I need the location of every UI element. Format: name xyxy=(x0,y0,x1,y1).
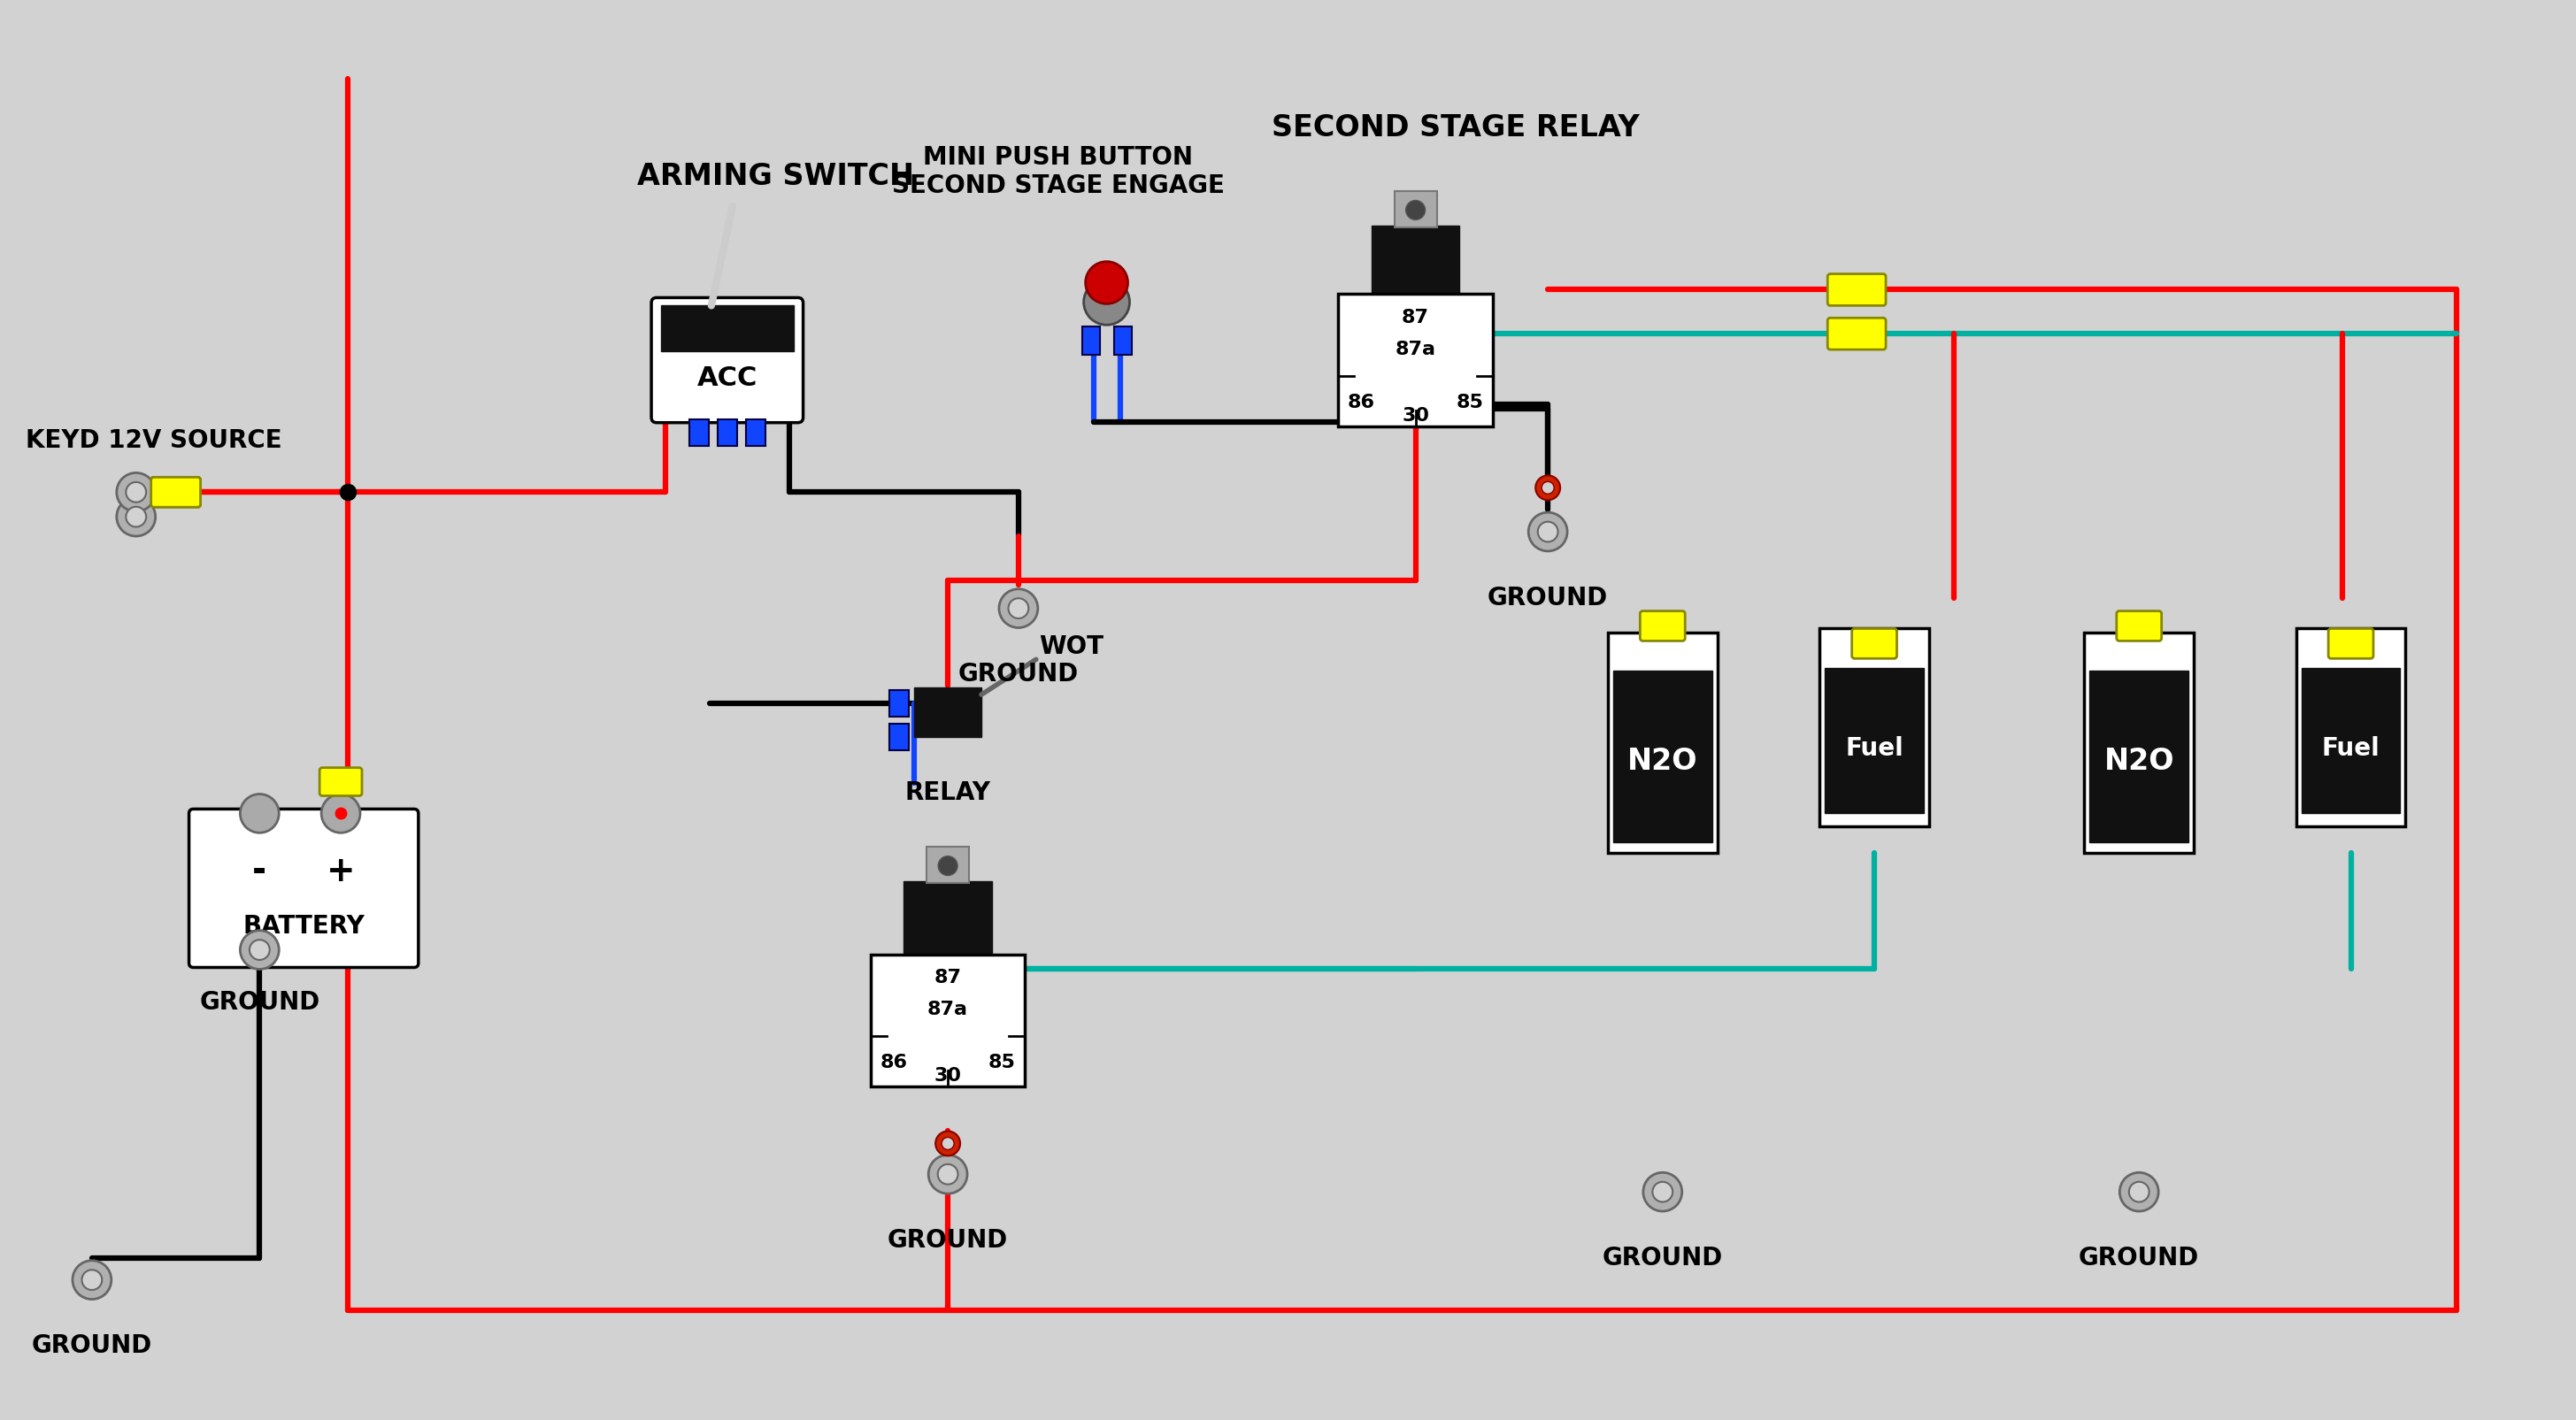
Circle shape xyxy=(1643,1173,1682,1211)
Circle shape xyxy=(1084,263,1128,304)
FancyBboxPatch shape xyxy=(1641,612,1685,642)
Circle shape xyxy=(1528,513,1566,552)
Text: 30: 30 xyxy=(935,1066,961,1083)
Circle shape xyxy=(126,507,147,527)
Bar xyxy=(889,724,909,750)
FancyBboxPatch shape xyxy=(152,477,201,508)
Text: KEYD 12V SOURCE: KEYD 12V SOURCE xyxy=(26,427,281,453)
Text: N2O: N2O xyxy=(2105,747,2174,775)
Bar xyxy=(889,690,909,717)
Circle shape xyxy=(2120,1173,2159,1211)
FancyBboxPatch shape xyxy=(1852,629,1896,659)
Bar xyxy=(1340,295,1492,427)
Text: GROUND: GROUND xyxy=(31,1333,152,1358)
Circle shape xyxy=(240,930,278,970)
Bar xyxy=(904,882,992,966)
Circle shape xyxy=(322,794,361,834)
Bar xyxy=(914,689,981,737)
Bar xyxy=(1824,669,1924,814)
Circle shape xyxy=(1406,202,1425,220)
Text: ARMING SWITCH: ARMING SWITCH xyxy=(636,162,914,190)
Circle shape xyxy=(938,1164,958,1184)
Text: BATTERY: BATTERY xyxy=(242,913,366,937)
Circle shape xyxy=(943,1137,953,1150)
Text: RELAY: RELAY xyxy=(904,780,992,804)
Circle shape xyxy=(240,794,278,834)
FancyBboxPatch shape xyxy=(2329,629,2372,659)
Text: +: + xyxy=(327,855,355,888)
FancyBboxPatch shape xyxy=(652,298,804,423)
Circle shape xyxy=(82,1269,103,1289)
FancyBboxPatch shape xyxy=(152,477,201,508)
Text: GROUND: GROUND xyxy=(1486,585,1607,609)
Bar xyxy=(1370,227,1461,310)
Text: MINI PUSH BUTTON
SECOND STAGE ENGAGE: MINI PUSH BUTTON SECOND STAGE ENGAGE xyxy=(891,145,1224,199)
Text: -: - xyxy=(252,855,268,888)
Text: 85: 85 xyxy=(1455,393,1484,410)
Text: 85: 85 xyxy=(989,1054,1015,1071)
Text: 87a: 87a xyxy=(927,1000,969,1018)
Text: GROUND: GROUND xyxy=(889,1227,1007,1252)
Bar xyxy=(662,307,793,352)
Circle shape xyxy=(927,1154,966,1194)
Circle shape xyxy=(1007,599,1028,619)
Circle shape xyxy=(116,498,155,537)
Text: Fuel: Fuel xyxy=(2321,736,2380,760)
FancyBboxPatch shape xyxy=(1826,318,1886,351)
Text: WOT: WOT xyxy=(1038,635,1103,659)
Bar xyxy=(1819,629,1929,826)
Text: 87: 87 xyxy=(1401,310,1430,327)
Text: 87a: 87a xyxy=(1396,341,1435,358)
Circle shape xyxy=(250,940,270,960)
Bar xyxy=(1394,192,1437,229)
Text: Fuel: Fuel xyxy=(1844,736,1904,760)
Text: N2O: N2O xyxy=(1628,747,1698,775)
FancyBboxPatch shape xyxy=(319,768,363,797)
Bar xyxy=(2295,629,2406,826)
Circle shape xyxy=(126,483,147,503)
Circle shape xyxy=(1535,476,1561,501)
Text: 87: 87 xyxy=(935,968,961,987)
Text: GROUND: GROUND xyxy=(958,662,1079,686)
Bar xyxy=(747,420,765,446)
Circle shape xyxy=(2128,1181,2148,1203)
Circle shape xyxy=(1084,280,1131,325)
Bar xyxy=(871,954,1025,1086)
Circle shape xyxy=(938,856,958,876)
Bar xyxy=(719,420,737,446)
FancyBboxPatch shape xyxy=(188,809,417,967)
Bar xyxy=(2300,669,2401,814)
FancyBboxPatch shape xyxy=(2117,612,2161,642)
Bar xyxy=(1082,328,1100,355)
Bar xyxy=(927,846,969,883)
Text: 30: 30 xyxy=(1401,406,1430,425)
Circle shape xyxy=(999,589,1038,628)
Circle shape xyxy=(1540,483,1553,494)
Text: ACC: ACC xyxy=(698,365,757,392)
Circle shape xyxy=(1651,1181,1672,1203)
Bar xyxy=(1613,672,1713,843)
Text: 86: 86 xyxy=(881,1054,907,1071)
Bar xyxy=(2084,633,2195,853)
Text: GROUND: GROUND xyxy=(2079,1245,2200,1269)
Bar xyxy=(2089,672,2190,843)
Bar xyxy=(1607,633,1718,853)
Circle shape xyxy=(72,1261,111,1299)
Circle shape xyxy=(1538,523,1558,542)
Text: SECOND STAGE RELAY: SECOND STAGE RELAY xyxy=(1273,114,1638,142)
Bar xyxy=(690,420,708,446)
Text: GROUND: GROUND xyxy=(1602,1245,1723,1269)
Bar xyxy=(1113,328,1131,355)
FancyBboxPatch shape xyxy=(1826,274,1886,307)
Circle shape xyxy=(935,1132,961,1156)
Circle shape xyxy=(116,473,155,513)
Text: GROUND: GROUND xyxy=(198,990,319,1014)
Text: 86: 86 xyxy=(1347,393,1376,410)
